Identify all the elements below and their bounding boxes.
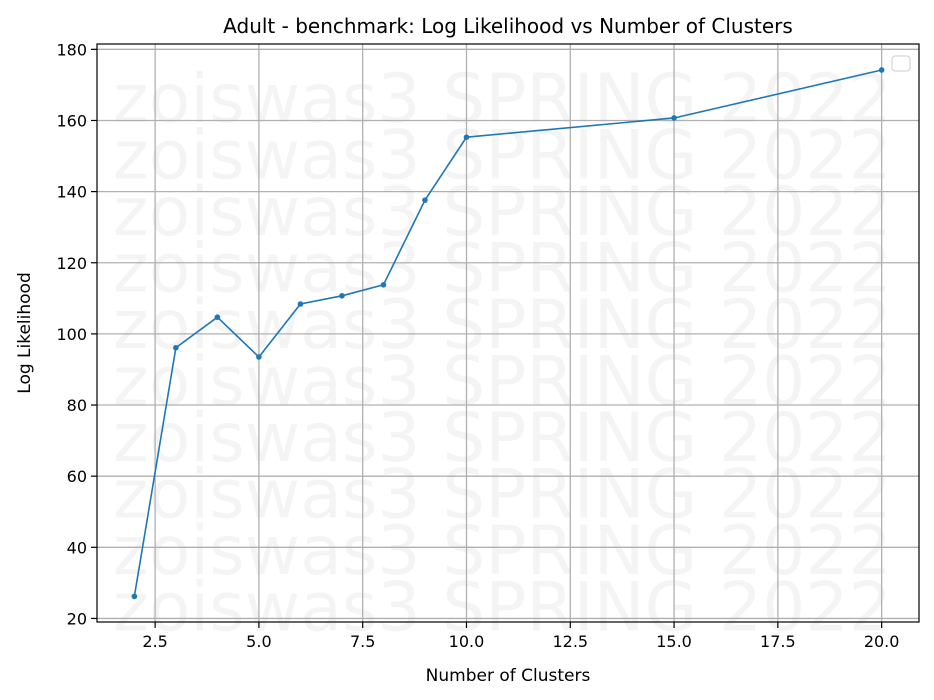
y-tick-label: 60 bbox=[67, 467, 87, 486]
x-tick-label: 17.5 bbox=[760, 632, 796, 651]
data-point bbox=[380, 282, 387, 288]
series-layer bbox=[131, 67, 885, 600]
data-point bbox=[878, 67, 885, 73]
data-point bbox=[463, 134, 470, 140]
x-tick-label: 7.5 bbox=[350, 632, 375, 651]
x-tick-label: 15.0 bbox=[656, 632, 692, 651]
ticks-layer: 2.5 5.0 7.5 10.0 12.5 15.0 17.5 20.0 20 40 60 80 100… bbox=[56, 40, 899, 651]
y-tick-label: 100 bbox=[56, 325, 87, 344]
watermark-text: zoiswas3 SPRING 2022 bbox=[113, 60, 892, 139]
x-tick-label: 20.0 bbox=[864, 632, 900, 651]
data-point bbox=[131, 593, 138, 600]
data-point bbox=[671, 115, 677, 121]
watermark-text: zoiswas3 SPRING 2022 bbox=[113, 399, 892, 478]
y-tick-label: 140 bbox=[56, 183, 87, 202]
data-point bbox=[422, 197, 428, 203]
x-axis-label: Number of Clusters bbox=[426, 666, 591, 686]
watermark-text: zoiswas3 SPRING 2022 bbox=[113, 173, 892, 252]
watermark-text: zoiswas3 SPRING 2022 bbox=[113, 286, 892, 365]
data-point bbox=[256, 354, 262, 360]
data-point bbox=[339, 293, 345, 299]
x-tick-label: 2.5 bbox=[142, 632, 167, 651]
y-tick-label: 40 bbox=[67, 538, 87, 557]
data-point bbox=[214, 314, 221, 320]
plot-frame bbox=[96, 43, 920, 623]
watermark-text: zoiswas3 SPRING 2022 bbox=[113, 117, 892, 196]
grid-layer bbox=[97, 44, 919, 622]
watermark-text: zoiswas3 SPRING 2022 bbox=[113, 230, 892, 309]
data-point bbox=[173, 344, 179, 351]
y-axis-label: Log Likelihood bbox=[15, 272, 35, 393]
y-tick-label: 180 bbox=[56, 40, 87, 59]
watermark-text: zoiswas3 SPRING 2022 bbox=[113, 512, 892, 591]
data-point bbox=[297, 301, 304, 307]
watermark-text: zoiswas3 SPRING 2022 bbox=[113, 569, 892, 648]
x-tick-label: 10.0 bbox=[449, 632, 485, 651]
x-tick-label: 12.5 bbox=[552, 632, 588, 651]
y-tick-label: 160 bbox=[56, 111, 87, 130]
x-tick-label: 5.0 bbox=[246, 632, 271, 651]
y-tick-label: 80 bbox=[67, 396, 87, 415]
y-tick-label: 120 bbox=[56, 254, 87, 273]
watermark-text: zoiswas3 SPRING 2022 bbox=[113, 343, 892, 422]
y-tick-label: 20 bbox=[67, 609, 87, 628]
legend-box bbox=[891, 55, 911, 72]
watermark-text: zoiswas3 SPRING 2022 bbox=[113, 456, 892, 535]
chart-title: Adult - benchmark: Log Likelihood vs Num… bbox=[223, 14, 793, 38]
